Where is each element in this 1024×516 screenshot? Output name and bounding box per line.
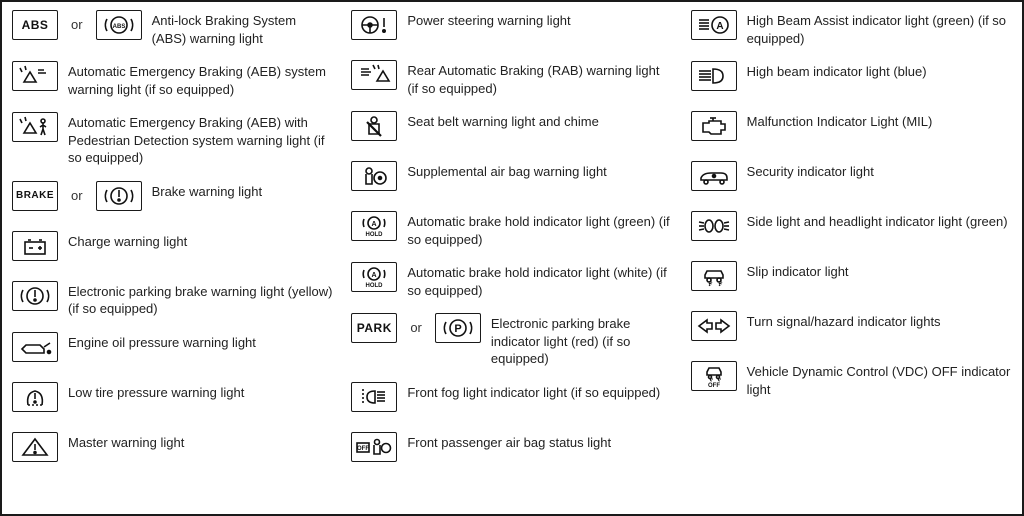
- svg-text:ABS: ABS: [112, 24, 125, 30]
- indicator-item: OFF Front passenger air bag status light: [351, 432, 672, 468]
- indicator-label: Anti-lock Braking System (ABS) warning l…: [152, 10, 334, 47]
- indicator-item: Rear Automatic Braking (RAB) warning lig…: [351, 60, 672, 97]
- indicator-item: Charge warning light: [12, 231, 333, 267]
- or-separator: or: [68, 10, 86, 40]
- indicator-label: Electronic parking brake indicator light…: [491, 313, 673, 368]
- svg-text:HOLD: HOLD: [366, 232, 384, 238]
- indicator-item: Seat belt warning light and chime: [351, 111, 672, 147]
- column-1: ABS or ABS Anti-lock Braking System (ABS) w…: [12, 10, 333, 506]
- p-circle-icon: P: [435, 313, 481, 343]
- indicator-label: Vehicle Dynamic Control (VDC) OFF indica…: [747, 361, 1012, 398]
- indicator-item: Electronic parking brake warning light (…: [12, 281, 333, 318]
- columns-container: ABS or ABS Anti-lock Braking System (ABS) w…: [12, 10, 1012, 506]
- engine-mil-icon: [691, 111, 737, 141]
- slip-icon: [691, 261, 737, 291]
- indicator-item: Power steering warning light: [351, 10, 672, 46]
- aeb-icon: [12, 61, 58, 91]
- svg-text:A: A: [372, 272, 377, 279]
- indicator-label: High beam indicator light (blue): [747, 61, 927, 81]
- indicator-label: Brake warning light: [152, 181, 263, 201]
- indicator-label: Turn signal/hazard indicator lights: [747, 311, 941, 331]
- indicator-item: ABS or ABS Anti-lock Braking System (ABS) w…: [12, 10, 333, 47]
- indicator-label: Charge warning light: [68, 231, 187, 251]
- indicator-label: Automatic Emergency Braking (AEB) with P…: [68, 112, 333, 167]
- indicator-label: Power steering warning light: [407, 10, 570, 30]
- indicator-item: Supplemental air bag warning light: [351, 161, 672, 197]
- indicator-label: Seat belt warning light and chime: [407, 111, 599, 131]
- master-triangle-icon: [12, 432, 58, 462]
- aeb-ped-icon: [12, 112, 58, 142]
- battery-icon: [12, 231, 58, 261]
- or-separator: or: [407, 313, 425, 343]
- indicator-item: PARK or P Electronic parking brake indicato…: [351, 313, 672, 368]
- svg-text:OFF: OFF: [357, 446, 369, 452]
- parking-brake-circle-icon: [12, 281, 58, 311]
- car-key-icon: [691, 161, 737, 191]
- tpms-icon: [12, 382, 58, 412]
- indicator-label: Front fog light indicator light (if so e…: [407, 382, 660, 402]
- brake-circle-icon: [96, 181, 142, 211]
- vdc-off-icon: OFF: [691, 361, 737, 391]
- steering-excl-icon: [351, 10, 397, 40]
- BRAKE-icon: BRAKE: [12, 181, 58, 211]
- indicator-label: Engine oil pressure warning light: [68, 332, 256, 352]
- indicator-item: Front fog light indicator light (if so e…: [351, 382, 672, 418]
- abs-circle-icon: ABS: [96, 10, 142, 40]
- indicator-label: Electronic parking brake warning light (…: [68, 281, 333, 318]
- indicator-label: Slip indicator light: [747, 261, 849, 281]
- indicator-item: High beam indicator light (blue): [691, 61, 1012, 97]
- indicator-item: Automatic Emergency Braking (AEB) system…: [12, 61, 333, 98]
- airbag-icon: [351, 161, 397, 191]
- rab-icon: [351, 60, 397, 90]
- svg-text:OFF: OFF: [708, 383, 720, 388]
- indicator-label: Master warning light: [68, 432, 184, 452]
- auto-hold-icon: A HOLD: [351, 262, 397, 292]
- indicator-item: Automatic Emergency Braking (AEB) with P…: [12, 112, 333, 167]
- indicator-label: Rear Automatic Braking (RAB) warning lig…: [407, 60, 672, 97]
- passenger-airbag-off-icon: OFF: [351, 432, 397, 462]
- svg-text:A: A: [716, 21, 723, 32]
- column-3: A High Beam Assist indicator light (green…: [691, 10, 1012, 506]
- ABS-icon: ABS: [12, 10, 58, 40]
- indicator-label: Automatic brake hold indicator light (gr…: [407, 211, 672, 248]
- side-light-icon: [691, 211, 737, 241]
- turn-signals-icon: [691, 311, 737, 341]
- svg-text:A: A: [372, 221, 377, 228]
- indicator-item: Slip indicator light: [691, 261, 1012, 297]
- indicator-label: Side light and headlight indicator light…: [747, 211, 1008, 231]
- indicator-item: A High Beam Assist indicator light (green…: [691, 10, 1012, 47]
- oil-can-icon: [12, 332, 58, 362]
- high-beam-assist-icon: A: [691, 10, 737, 40]
- or-separator: or: [68, 181, 86, 211]
- PARK-icon: PARK: [351, 313, 397, 343]
- indicator-label: Automatic Emergency Braking (AEB) system…: [68, 61, 333, 98]
- indicator-item: Master warning light: [12, 432, 333, 468]
- seatbelt-icon: [351, 111, 397, 141]
- indicator-label: Front passenger air bag status light: [407, 432, 611, 452]
- indicator-item: BRAKE or Brake warning light: [12, 181, 333, 217]
- warning-lights-table: ABS or ABS Anti-lock Braking System (ABS) w…: [0, 0, 1024, 516]
- high-beam-icon: [691, 61, 737, 91]
- indicator-item: Malfunction Indicator Light (MIL): [691, 111, 1012, 147]
- indicator-item: Engine oil pressure warning light: [12, 332, 333, 368]
- indicator-item: Security indicator light: [691, 161, 1012, 197]
- indicator-label: Supplemental air bag warning light: [407, 161, 606, 181]
- indicator-label: Low tire pressure warning light: [68, 382, 244, 402]
- indicator-label: Security indicator light: [747, 161, 874, 181]
- indicator-label: Malfunction Indicator Light (MIL): [747, 111, 933, 131]
- svg-text:HOLD: HOLD: [366, 283, 384, 289]
- indicator-item: Turn signal/hazard indicator lights: [691, 311, 1012, 347]
- indicator-item: OFF Vehicle Dynamic Control (VDC) OFF ind…: [691, 361, 1012, 398]
- svg-text:P: P: [454, 323, 461, 335]
- indicator-item: Side light and headlight indicator light…: [691, 211, 1012, 247]
- indicator-label: High Beam Assist indicator light (green)…: [747, 10, 1012, 47]
- column-2: Power steering warning light Rear Automat…: [351, 10, 672, 506]
- indicator-item: A HOLD Automatic brake hold indicator ligh…: [351, 262, 672, 299]
- indicator-item: A HOLD Automatic brake hold indicator ligh…: [351, 211, 672, 248]
- indicator-label: Automatic brake hold indicator light (wh…: [407, 262, 672, 299]
- auto-hold-icon: A HOLD: [351, 211, 397, 241]
- fog-light-icon: [351, 382, 397, 412]
- indicator-item: Low tire pressure warning light: [12, 382, 333, 418]
